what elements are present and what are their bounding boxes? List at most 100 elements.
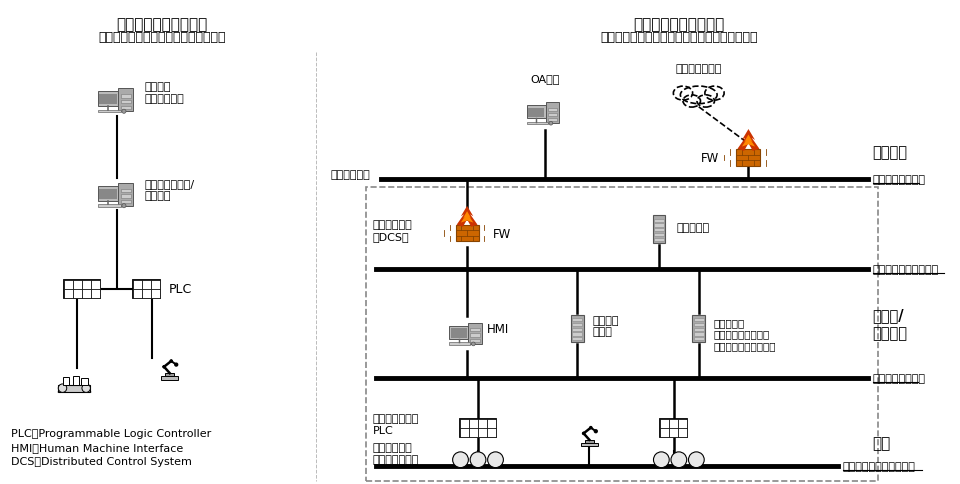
Bar — [468, 323, 482, 344]
Text: HMI：Human Machine Interface: HMI：Human Machine Interface — [11, 442, 183, 452]
Bar — [654, 233, 664, 237]
Bar — [98, 205, 121, 208]
Bar — [487, 419, 496, 428]
Text: オフィス: オフィス — [873, 145, 908, 160]
Bar — [548, 108, 557, 111]
Bar — [121, 101, 131, 104]
Circle shape — [582, 432, 586, 435]
Circle shape — [654, 452, 669, 468]
Ellipse shape — [681, 87, 717, 105]
Bar — [152, 280, 160, 289]
Bar — [545, 103, 560, 124]
Bar — [581, 443, 598, 446]
Text: （主に工場の生産ラインの制御など）: （主に工場の生産ラインの制御など） — [98, 31, 226, 44]
Circle shape — [488, 452, 503, 468]
Bar — [460, 428, 469, 437]
Bar — [528, 108, 544, 118]
Bar — [572, 333, 583, 336]
Bar — [679, 419, 687, 428]
Bar — [654, 238, 664, 242]
Bar — [654, 229, 664, 232]
Text: HMI: HMI — [487, 322, 509, 335]
Bar — [478, 428, 487, 437]
Bar — [98, 186, 118, 201]
Circle shape — [174, 363, 179, 367]
Text: センサ・アク
チュェータなど: センサ・アク チュェータなど — [372, 442, 419, 464]
Bar — [161, 376, 179, 380]
Text: 監視室/
計算機室: 監視室/ 計算機室 — [873, 308, 908, 340]
Bar — [527, 122, 548, 125]
Circle shape — [169, 360, 173, 363]
Bar — [81, 378, 88, 385]
Bar — [142, 289, 152, 298]
Polygon shape — [742, 135, 755, 147]
Bar — [449, 343, 470, 345]
Bar — [660, 419, 669, 428]
Bar — [572, 337, 583, 341]
Bar — [121, 95, 131, 98]
Circle shape — [162, 365, 166, 369]
Polygon shape — [737, 130, 759, 151]
Bar — [469, 419, 478, 428]
Bar — [660, 428, 669, 437]
Circle shape — [589, 426, 592, 429]
Bar — [456, 225, 478, 242]
Bar — [470, 329, 480, 332]
Bar — [460, 419, 469, 428]
Bar — [470, 339, 480, 342]
Circle shape — [452, 452, 468, 468]
Text: コントローラ・
PLC: コントローラ・ PLC — [372, 413, 419, 435]
Bar — [653, 216, 665, 243]
Bar — [64, 280, 73, 289]
Text: DCS：Distributed Control System: DCS：Distributed Control System — [11, 456, 192, 466]
Circle shape — [593, 429, 598, 434]
Bar — [449, 326, 468, 339]
Circle shape — [688, 452, 705, 468]
Circle shape — [671, 452, 686, 468]
Bar — [548, 119, 557, 122]
Text: 工場管理
（生産管理）: 工場管理 （生産管理） — [145, 82, 184, 104]
Ellipse shape — [705, 87, 724, 101]
Bar — [572, 323, 583, 326]
Bar — [460, 419, 496, 437]
Text: 小規模な制御システム: 小規模な制御システム — [116, 17, 207, 32]
Bar — [669, 419, 679, 428]
Text: 監視制御
サーバ: 監視制御 サーバ — [592, 315, 619, 336]
Bar — [100, 189, 116, 199]
Circle shape — [82, 384, 90, 393]
Bar — [736, 150, 760, 167]
Bar — [669, 428, 679, 437]
Bar — [59, 385, 90, 392]
Bar — [118, 89, 133, 112]
Bar — [585, 440, 593, 443]
Text: ログサーバ: ログサーバ — [677, 223, 710, 233]
Text: 情報制御ネットワーク: 情報制御ネットワーク — [873, 264, 939, 274]
Bar — [694, 328, 704, 331]
Text: 情報システム: 情報システム — [331, 170, 371, 180]
Ellipse shape — [697, 96, 714, 108]
Bar — [152, 289, 160, 298]
Bar — [478, 419, 487, 428]
Bar — [572, 328, 583, 331]
Bar — [83, 289, 91, 298]
Text: PLC: PLC — [169, 283, 192, 296]
Text: 生産ライン管理/
監視制御: 生産ライン管理/ 監視制御 — [145, 179, 195, 201]
Text: インターネット: インターネット — [676, 64, 722, 74]
Text: 現場: 現場 — [873, 436, 891, 451]
Bar — [57, 391, 92, 393]
Circle shape — [122, 204, 126, 208]
Bar — [98, 92, 118, 107]
Text: FW: FW — [492, 227, 511, 240]
Bar — [487, 428, 496, 437]
Bar — [121, 200, 131, 204]
Bar — [572, 318, 583, 322]
Bar — [654, 219, 664, 223]
Bar — [73, 280, 83, 289]
Bar — [660, 419, 687, 437]
Bar — [121, 195, 131, 198]
Bar — [73, 289, 83, 298]
Text: 制御ネットワーク: 制御ネットワーク — [873, 374, 925, 383]
Bar — [679, 428, 687, 437]
Ellipse shape — [673, 87, 692, 101]
Bar — [118, 183, 133, 206]
